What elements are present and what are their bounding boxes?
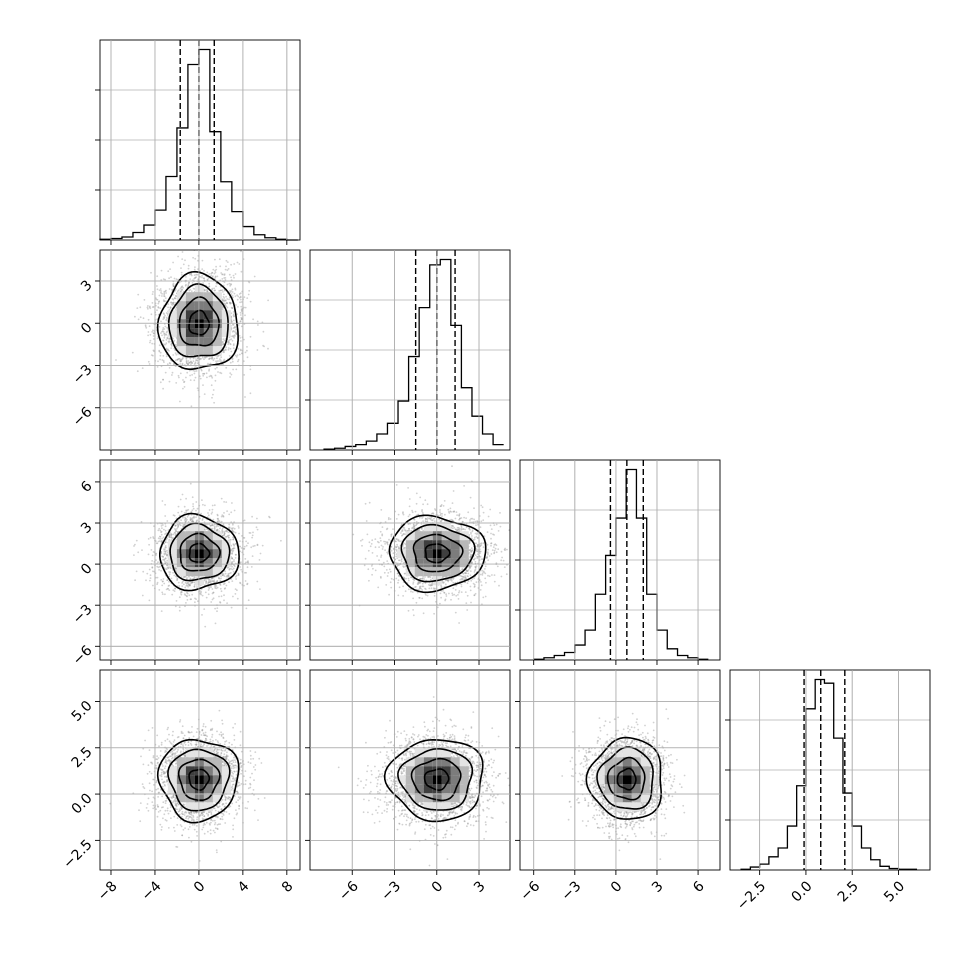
contour-level-0 [616,767,637,791]
y-tick-label: 3 [78,277,96,295]
contour-level-1 [179,532,221,572]
x-tick-label: 5.0 [881,878,908,905]
density-panel-2-1 [305,459,511,665]
density-blocks [396,522,469,586]
y-tick-label: 5.0 [69,698,96,725]
contour-level-2 [167,748,231,812]
contour-level-1 [177,758,221,801]
density-panel-3-1: −6 −3 0 3 [305,669,511,904]
y-tick-label: −6 [70,643,96,669]
density-panel-3-0: −8 −4 0 4 8 −2.5 0.0 2.5 5.0 [60,669,301,904]
y-tick-label: −6 [70,404,96,430]
x-tick-label: 8 [279,878,297,896]
x-tick-label: 0.0 [789,878,816,905]
y-tick-label: 2.5 [69,744,96,771]
contour-level-0 [188,542,211,563]
y-tick-label: −2.5 [60,837,95,872]
contour-level-3 [159,512,240,592]
x-tick-label: 4 [235,878,253,896]
contour-level-1 [410,757,462,802]
density-panel-3-2: −6 −3 0 3 6 [515,669,721,904]
x-tick-label: −6 [336,878,362,904]
y-tick-label: 3 [78,519,96,537]
contour-level-0 [188,768,211,791]
y-tick-label: 0 [78,560,96,578]
x-tick-label: 3 [649,878,667,896]
density-blocks [396,748,469,812]
contour-level-2 [596,746,654,810]
x-tick-label: −6 [517,878,543,904]
contour-level-0 [423,768,450,792]
contour-level-3 [156,738,240,824]
density-panel-1-0: −6 −3 0 3 [70,249,301,455]
x-tick-label: 3 [471,878,489,896]
x-tick-label: −4 [139,878,165,904]
x-tick-label: 0 [608,878,626,896]
x-tick-label: 0 [191,878,209,896]
y-tick-label: −3 [70,362,96,388]
y-tick-label: 0.0 [69,790,96,817]
x-tick-label: 0 [429,878,447,896]
density-panel-2-0: −6 −3 0 3 6 [70,459,301,669]
histogram-step-3 [740,678,918,870]
contour-level-3 [585,736,663,820]
contour-level-3 [388,514,487,594]
histogram-panel-1 [305,249,511,455]
y-tick-label: 6 [78,478,96,496]
contour-level-3 [383,738,484,823]
x-tick-label: −8 [95,878,121,904]
contour-level-1 [412,533,464,573]
x-tick-label: −2.5 [734,878,769,913]
x-tick-label: 6 [690,878,708,896]
histogram-panel-3: −2.5 0.0 2.5 5.0 [725,669,931,914]
histogram-step-1 [323,258,504,450]
contour-level-2 [397,748,474,811]
x-tick-label: −3 [378,878,404,904]
x-tick-label: 2.5 [835,878,862,905]
y-tick-label: −3 [70,602,96,628]
histogram-panel-2 [515,459,721,665]
contour-level-2 [400,523,476,583]
contour-level-1 [606,756,646,801]
y-tick-label: 0 [78,320,96,338]
histogram-step-2 [533,468,709,660]
histogram-panel-0 [95,39,301,245]
contour-level-0 [424,543,451,564]
contour-level-2 [169,522,231,582]
x-tick-label: −3 [559,878,585,904]
panels: −2.5 0.0 2.5 5.0 −6 −3 0 3 −6 −3 0 3 6 −8 −4 0 4 8 −2.5 0.0… [60,39,931,914]
